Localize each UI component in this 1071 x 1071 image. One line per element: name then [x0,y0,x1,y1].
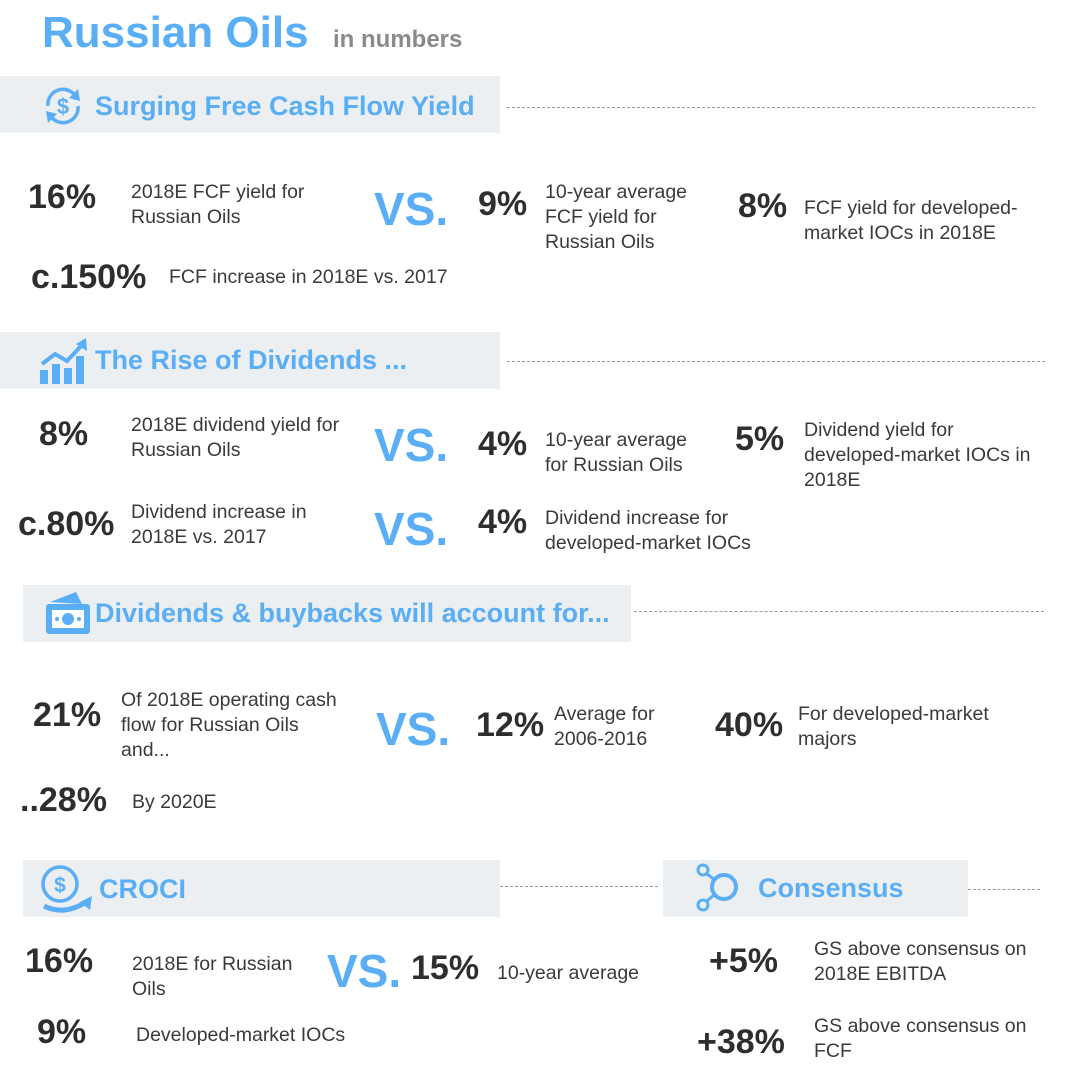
stat-label: Dividend increase in 2018E vs. 2017 [131,501,307,548]
dollar-refresh-icon: $ [38,81,88,131]
stat-label: FCF yield for developed-market IOCs in 2… [804,197,1018,244]
stat-value: +5% [709,942,778,980]
stat-value: 40% [715,706,784,744]
stat-label: GS above consensus on FCF [814,1015,1027,1062]
section-divider [634,611,1044,612]
stat-label: GS above consensus on 2018E EBITDA [814,938,1027,985]
stat-value: 21% [33,696,102,734]
stat-label: 2018E for Russian Oils [132,953,293,1000]
svg-text:$: $ [57,94,69,119]
section-title-consensus: Consensus [758,873,904,903]
stat-label: 10-year average [497,962,640,984]
stat-label: Dividend increase for developed-market I… [545,507,751,554]
svg-text:$: $ [54,874,66,897]
stat-label: 2018E FCF yield for Russian Oils [131,181,305,228]
stat-label: 10-year average FCF yield for Russian Oi… [545,181,688,253]
section-header-croci [23,860,500,917]
stat-value: c.150% [31,258,147,296]
section-divider [507,107,1035,108]
stat-value: 9% [37,1013,87,1051]
section-title-dividends: The Rise of Dividends ... [95,345,408,375]
section-header-fcf [0,76,500,133]
dollar-hand-icon: $ [38,862,96,920]
stat-label: FCF increase in 2018E vs. 2017 [169,266,448,288]
stat-value: c.80% [18,505,115,543]
stat-label: By 2020E [132,791,217,813]
stat-value: 16% [25,942,94,980]
vs-label: VS. [374,503,449,555]
section-title-fcf: Surging Free Cash Flow Yield [95,91,475,121]
section-divider [968,889,1040,890]
page-title: Russian Oils [42,8,309,57]
section-header-buybacks [23,585,631,642]
stat-label: Dividend yield for developed-market IOCs… [804,419,1031,491]
stat-value: 4% [478,425,528,463]
stat-label: Of 2018E operating cash flow for Russian… [121,689,337,761]
vs-label: VS. [327,945,402,997]
stat-value: 5% [735,420,785,458]
vs-label: VS. [374,419,449,471]
stat-value: ..28% [20,781,107,819]
stat-value: 8% [39,415,89,453]
stat-value: 15% [411,949,480,987]
vs-label: VS. [376,703,451,755]
stat-label: 2018E dividend yield for Russian Oils [131,414,340,461]
stat-value: 4% [478,503,528,541]
stat-value: 9% [478,185,528,223]
section-divider [507,361,1045,362]
network-node-icon [696,862,748,914]
section-title-buybacks: Dividends & buybacks will account for... [95,598,610,628]
stat-value: 16% [28,178,97,216]
vs-label: VS. [374,183,449,235]
section-divider [500,886,658,887]
stat-label: For developed-market majors [798,703,989,750]
page-subtitle: in numbers [333,26,463,53]
money-box-icon [42,588,94,638]
stat-label: Average for 2006-2016 [554,703,655,750]
stat-value: +38% [697,1023,785,1061]
section-title-croci: CROCI [99,874,186,904]
growth-chart-icon [38,334,90,386]
stat-value: 8% [738,187,788,225]
stat-label: 10-year average for Russian Oils [545,429,688,476]
stat-value: 12% [476,706,545,744]
stat-label: Developed-market IOCs [136,1024,346,1046]
